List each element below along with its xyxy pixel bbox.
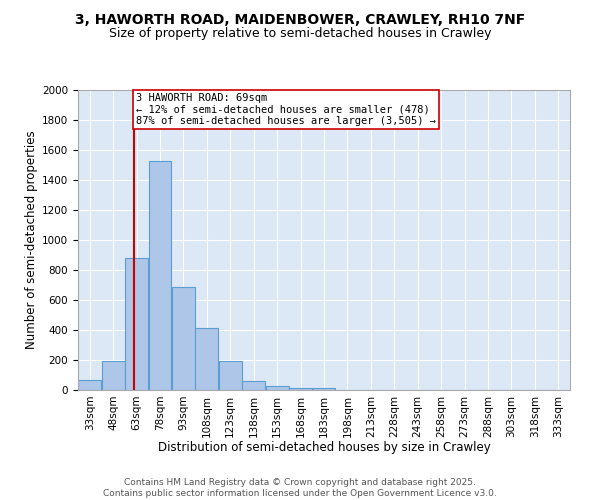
Bar [242, 381, 265, 390]
Y-axis label: Number of semi-detached properties: Number of semi-detached properties [25, 130, 38, 350]
Bar [149, 160, 172, 390]
Text: 3 HAWORTH ROAD: 69sqm
← 12% of semi-detached houses are smaller (478)
87% of sem: 3 HAWORTH ROAD: 69sqm ← 12% of semi-deta… [136, 93, 436, 126]
Text: 3, HAWORTH ROAD, MAIDENBOWER, CRAWLEY, RH10 7NF: 3, HAWORTH ROAD, MAIDENBOWER, CRAWLEY, R… [75, 12, 525, 26]
Bar [289, 388, 312, 390]
Text: Size of property relative to semi-detached houses in Crawley: Size of property relative to semi-detach… [109, 28, 491, 40]
Bar [172, 286, 195, 390]
Bar [78, 380, 101, 390]
Text: Contains HM Land Registry data © Crown copyright and database right 2025.
Contai: Contains HM Land Registry data © Crown c… [103, 478, 497, 498]
Bar [219, 361, 242, 390]
Bar [125, 258, 148, 390]
Bar [266, 386, 289, 390]
Bar [313, 388, 335, 390]
X-axis label: Distribution of semi-detached houses by size in Crawley: Distribution of semi-detached houses by … [158, 441, 490, 454]
Bar [196, 328, 218, 390]
Bar [101, 361, 125, 390]
